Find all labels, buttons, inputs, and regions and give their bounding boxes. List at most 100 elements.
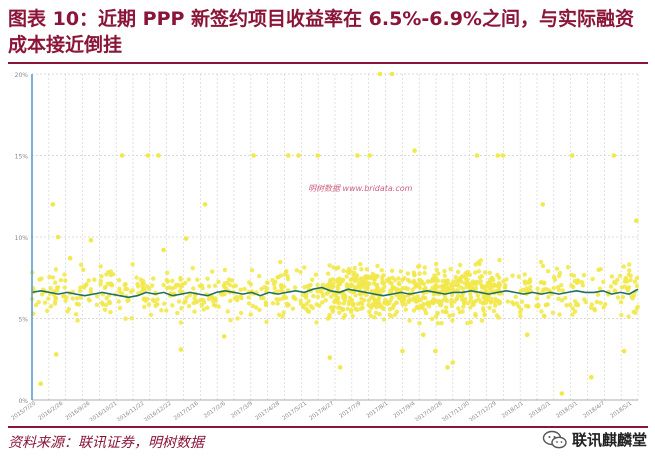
scatter-point	[473, 270, 478, 275]
scatter-point	[337, 310, 342, 315]
scatter-point	[381, 288, 386, 294]
scatter-point	[348, 277, 353, 282]
scatter-point	[362, 298, 367, 303]
scatter-point	[86, 278, 91, 283]
scatter-point	[440, 283, 446, 289]
scatter-point	[482, 300, 487, 305]
scatter-point	[513, 294, 518, 299]
x-tick-label: 2017/1/16	[173, 400, 200, 421]
scatter-point	[345, 306, 350, 312]
scatter-point	[210, 269, 215, 274]
scatter-point	[633, 310, 638, 315]
scatter-point	[373, 273, 378, 278]
scatter-point	[352, 278, 358, 284]
scatter-point	[430, 285, 435, 290]
scatter-point	[403, 302, 408, 307]
scatter-point	[52, 301, 58, 306]
scatter-point	[500, 153, 506, 158]
scatter-point	[411, 278, 417, 284]
scatter-point	[334, 266, 339, 271]
scatter-point	[626, 314, 631, 319]
scatter-point	[398, 287, 403, 292]
scatter-point	[199, 283, 204, 288]
scatter-point	[417, 263, 422, 269]
scatter-point	[184, 295, 189, 300]
scatter-point	[534, 296, 540, 301]
scatter-point	[369, 289, 374, 294]
scatter-point	[216, 304, 221, 309]
scatter-point	[248, 282, 254, 287]
scatter-point	[368, 313, 373, 318]
scatter-point	[413, 284, 418, 290]
scatter-point	[510, 273, 515, 278]
title-divider	[8, 62, 648, 64]
scatter-point	[381, 317, 387, 322]
x-tick-label: 2016/9/26	[65, 400, 92, 421]
scatter-point	[170, 303, 175, 308]
scatter-point	[518, 309, 523, 315]
scatter-point	[242, 286, 247, 292]
scatter-point	[358, 262, 363, 267]
scatter-point	[477, 275, 483, 280]
scatter-point	[257, 307, 262, 313]
scatter-point	[148, 312, 154, 317]
scatter-point	[195, 277, 200, 282]
scatter-point	[524, 332, 530, 338]
scatter-point	[462, 301, 467, 306]
scatter-point	[211, 302, 217, 308]
scatter-point	[246, 301, 252, 306]
scatter-point	[423, 285, 428, 291]
scatter-point	[465, 269, 470, 275]
scatter-point	[452, 299, 457, 304]
scatter-point	[417, 277, 422, 283]
scatter-point	[491, 277, 496, 283]
scatter-point	[476, 269, 482, 274]
scatter-point	[104, 302, 109, 308]
scatter-point	[77, 288, 83, 294]
scatter-point	[483, 270, 488, 275]
scatter-point	[165, 279, 170, 284]
y-tick-label: 20%	[15, 72, 29, 79]
scatter-point	[280, 314, 285, 319]
scatter-point	[146, 302, 152, 307]
scatter-point	[522, 272, 527, 277]
scatter-point	[156, 153, 161, 158]
x-tick-label: 2018/2/1	[528, 401, 552, 420]
scatter-point	[305, 308, 310, 313]
scatter-point	[434, 261, 439, 267]
scatter-point	[155, 302, 160, 307]
scatter-point	[50, 202, 56, 207]
scatter-point	[303, 295, 309, 300]
scatter-point	[280, 296, 286, 301]
scatter-point	[192, 296, 197, 301]
scatter-point	[412, 272, 417, 278]
scatter-point	[389, 268, 395, 273]
scatter-point	[286, 153, 291, 158]
x-tick-label: 2017/6/27	[309, 400, 336, 421]
scatter-point	[332, 298, 338, 303]
scatter-point	[164, 308, 169, 313]
scatter-point	[264, 319, 269, 325]
brand-badge: 联讯麒麟堂	[542, 429, 647, 450]
scatter-point	[346, 301, 352, 307]
scatter-point	[400, 348, 405, 354]
scatter-point	[387, 307, 392, 312]
scatter-point	[527, 279, 533, 284]
source-note: 资料来源：联讯证券，明树数据	[8, 435, 204, 451]
scatter-point	[48, 286, 53, 291]
scatter-point	[589, 302, 594, 307]
scatter-point	[92, 277, 97, 282]
scatter-point	[557, 270, 563, 276]
scatter-point	[291, 294, 296, 299]
scatter-point	[238, 294, 243, 299]
scatter-point	[417, 271, 422, 276]
scatter-point	[480, 285, 486, 290]
scatter-point	[270, 301, 276, 306]
scatter-point	[632, 279, 638, 284]
scatter-point	[340, 278, 345, 284]
scatter-point	[536, 302, 541, 308]
scatter-point	[39, 276, 44, 281]
scatter-point	[478, 258, 484, 263]
scatter-point	[559, 391, 565, 396]
scatter-point	[418, 303, 423, 309]
